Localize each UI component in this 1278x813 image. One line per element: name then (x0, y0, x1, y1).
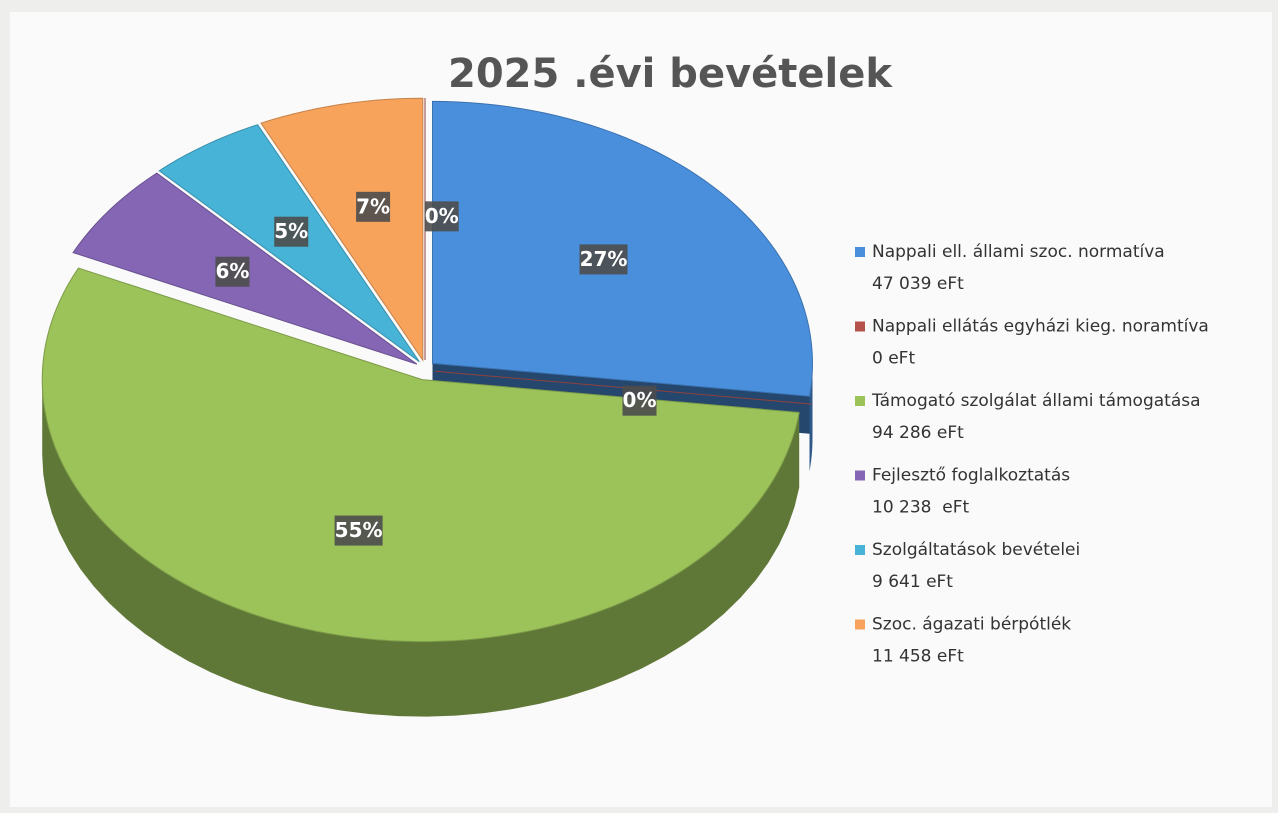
data-label-box (334, 515, 383, 546)
slice-side (42, 379, 800, 717)
data-label-box (274, 216, 309, 247)
legend-label: Nappali ellátás egyházi kieg. noramtíva (872, 317, 1209, 337)
chart-title: 2025 .évi bevételek (448, 51, 893, 97)
legend-amount: 11 458 eFt (872, 647, 964, 667)
legend-amount: 47 039 eFt (872, 274, 964, 294)
data-label-box (579, 244, 628, 275)
legend-swatch (855, 545, 865, 555)
legend-swatch (855, 321, 865, 332)
slice-side (809, 363, 813, 472)
legend-swatch (855, 470, 865, 481)
data-label: 55% (335, 518, 383, 542)
legend-label: Nappali ell. állami szoc. normatíva (872, 242, 1165, 262)
data-label-box (356, 191, 391, 222)
data-label: 0% (623, 388, 657, 412)
legend-label: Szoc. ágazati bérpótlék (872, 615, 1071, 635)
data-label: 7% (356, 194, 390, 218)
legend-swatch (855, 396, 865, 406)
data-label-box (424, 201, 459, 232)
legend-amount: 0 eFt (872, 349, 915, 369)
data-label: 0% (425, 204, 459, 228)
slice (41, 267, 800, 643)
data-label: 5% (274, 219, 308, 243)
pie-labels: 27% 0% 55% 6% 5% 7% 0% (215, 191, 657, 546)
data-label: 27% (580, 247, 628, 271)
slice (260, 97, 424, 362)
legend-label: Támogató szolgálat állami támogatása (871, 391, 1201, 411)
legend-amount: 94 286 eFt (872, 423, 964, 443)
legend-label: Szolgáltatások bevételei (872, 540, 1080, 560)
data-label-box (622, 385, 657, 416)
data-label: 6% (215, 259, 249, 283)
legend-amount: 10 238 eFt (872, 498, 970, 518)
legend-amount: 9 641 eFt (872, 572, 953, 592)
legend-label: Fejlesztő foglalkoztatás (872, 466, 1070, 486)
legend-swatch (855, 247, 865, 257)
legend-swatch (855, 619, 865, 630)
data-label-box (215, 256, 250, 287)
